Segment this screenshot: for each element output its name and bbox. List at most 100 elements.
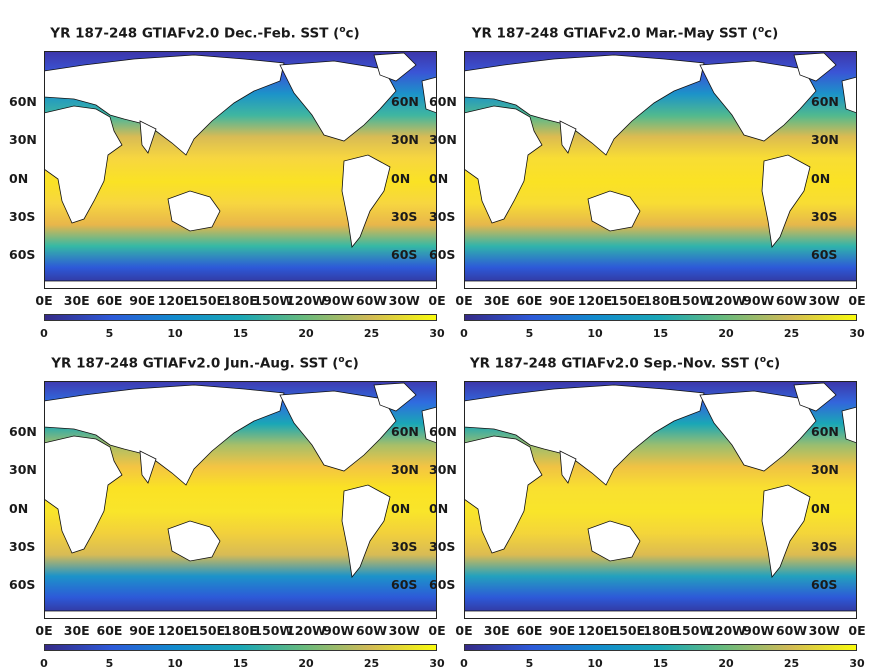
colorbar-tick: 5 [525,657,534,670]
continent-shape [793,52,837,82]
lat-label: 60N [429,94,457,109]
lat-label: 60N [9,424,37,439]
lat-label: 60S [9,247,36,262]
colorbar-tick: 15 [232,327,249,340]
land-mask [44,52,437,289]
continent-shape [279,390,397,472]
continent-shape [841,76,857,114]
lat-label-right: 0N [811,171,831,186]
colorbar-tick: 20 [298,657,314,670]
colorbar-tick: 5 [525,327,534,340]
panel-title-unit: c) [344,355,359,372]
degree-sup: o [759,355,766,365]
colorbar [44,644,437,651]
lat-label-right: 60S [391,577,418,592]
lat-label-right: 60S [811,247,838,262]
lat-label-right: 30N [391,132,419,147]
continent-shape [279,60,397,142]
lat-label: 30N [429,132,457,147]
lon-label: 30E [63,623,90,638]
lon-label: 120W [706,623,746,638]
lat-label: 30N [9,462,37,477]
lon-label: 30W [808,623,840,638]
panel-title-text: YR 187-248 GTIAFv2.0 Mar.-May SST ( [471,25,758,42]
lon-label: 0E [35,293,53,308]
lat-label: 30S [9,209,36,224]
lon-label: 0E [455,623,473,638]
colorbar-tick: 0 [460,657,468,670]
degree-sup: o [338,355,345,365]
lon-label: 150E [190,623,226,638]
lat-label-right: 60S [391,247,418,262]
colorbar [464,314,857,321]
lat-label: 30N [9,132,37,147]
colorbar-tick: 15 [652,657,669,670]
lat-label-right: 30N [391,462,419,477]
lat-label: 60N [429,424,457,439]
lon-label: 120W [706,293,746,308]
lon-label: 180E [223,293,258,308]
colorbar-tick: 10 [587,657,603,670]
degree-sup: o [757,25,765,35]
colorbar-tick: 25 [783,327,800,340]
lon-label: 60W [775,623,808,638]
lat-label-right: 0N [391,171,411,186]
colorbar-tick: 25 [363,327,380,340]
lon-label: 60W [355,293,388,308]
colorbar-tick: 25 [783,657,800,670]
lon-label: 30W [388,293,420,308]
degree-sup: o [339,25,346,35]
lat-label: 0N [429,501,449,516]
lon-label: 120W [286,623,326,638]
continent-shape [761,484,811,578]
lon-label: 180E [223,623,258,638]
colorbar-tick: 5 [105,327,114,340]
lon-label: 120E [577,623,613,638]
continent-shape [587,190,641,232]
continent-shape [44,54,285,156]
continent-shape [464,435,543,554]
lon-label: 90E [129,623,156,638]
lon-label: 90E [549,623,576,638]
colorbar-tick: 10 [167,657,183,670]
land-mask [464,382,857,619]
continent-shape [44,384,285,486]
continent-shape [464,384,705,486]
lon-label: 60W [775,293,808,308]
lon-label: 30E [483,293,510,308]
lat-label-right: 60N [811,424,839,439]
lat-label-right: 30N [811,132,839,147]
colorbar-tick: 15 [652,327,669,340]
lon-label: 0E [455,293,473,308]
land-mask [464,52,857,289]
lat-label: 30S [9,539,36,554]
colorbar-tick: 30 [849,327,865,340]
colorbar-tick: 10 [167,327,183,340]
continent-shape [167,190,221,232]
continent-shape [139,450,157,484]
continent-shape [464,280,857,289]
panel-title-unit: c) [766,355,781,372]
continent-shape [44,105,123,224]
lon-label: 90E [549,293,576,308]
lat-label: 0N [9,171,29,186]
continent-shape [793,382,837,412]
panel-title-text: YR 187-248 GTIAFv2.0 Jun.-Aug. SST ( [51,355,339,372]
panel-title: YR 187-248 GTIAFv2.0 Sep.-Nov. SST (oc) [420,355,830,372]
lat-label: 0N [429,171,449,186]
sst-map [44,381,437,619]
panel-title: YR 187-248 GTIAFv2.0 Jun.-Aug. SST (oc) [0,355,410,372]
lat-label-right: 30N [811,462,839,477]
lon-label: 120E [157,293,193,308]
continent-shape [587,520,641,562]
map-panel-son: YR 187-248 GTIAFv2.0 Sep.-Nov. SST (oc) 6… [420,355,866,670]
continent-shape [373,382,417,412]
continent-shape [464,105,543,224]
lon-label: 30E [483,623,510,638]
colorbar-tick: 20 [718,327,734,340]
land-mask [44,382,437,619]
lon-label: 0E [848,623,866,638]
lat-label: 0N [9,501,29,516]
panel-title-unit: c) [345,25,360,42]
colorbar-tick: 0 [40,657,48,670]
